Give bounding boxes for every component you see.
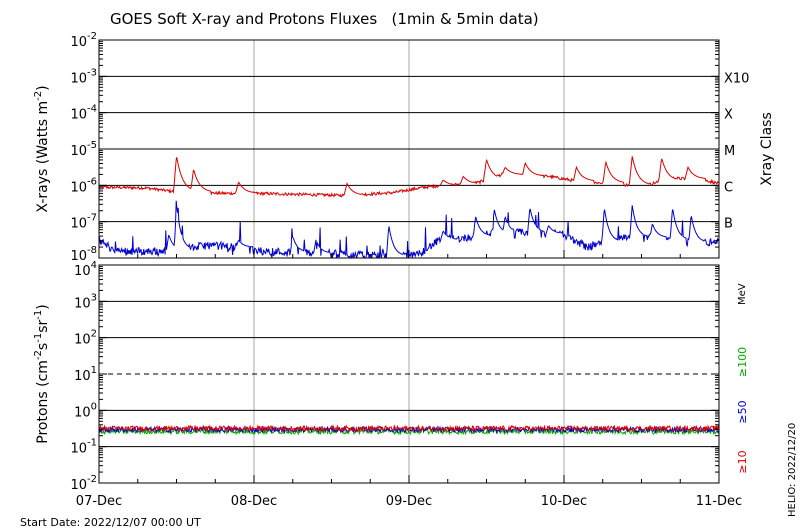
xray-class-label: X bbox=[724, 108, 733, 123]
xray-tick-label: 10-7 bbox=[70, 213, 97, 232]
xray-class-label: B bbox=[724, 217, 733, 232]
xray-class-label: M bbox=[724, 144, 735, 159]
proton-tick-label: 104 bbox=[74, 260, 97, 279]
xray-tick-label: 10-3 bbox=[70, 67, 97, 86]
proton-tick-label: 101 bbox=[74, 365, 97, 384]
xray-tick-label: 10-5 bbox=[70, 140, 97, 159]
proton-tick-label: 10-2 bbox=[70, 474, 97, 493]
xray-tick-label: 10-4 bbox=[70, 104, 97, 123]
proton-legend-entry: ≥100 bbox=[736, 347, 749, 377]
xray-class-label: X10 bbox=[724, 71, 749, 86]
xray-tick-label: 10-2 bbox=[70, 31, 97, 50]
x-tick-label: 10-Dec bbox=[541, 494, 587, 509]
date-stamp: HELIO: 2022/12/20 bbox=[787, 423, 798, 517]
xray-panel: 10-8 10-7 10-6 10-5 10-4 10-3 10-2 B C M X X10 X-ray… bbox=[33, 31, 775, 264]
xray-class-label: C bbox=[724, 180, 733, 195]
proton-tick-label: 103 bbox=[74, 292, 97, 311]
xray-tick-label: 10-8 bbox=[70, 245, 97, 264]
proton-series-line bbox=[98, 424, 720, 433]
proton-legend-entry: ≥10 bbox=[736, 450, 749, 473]
proton-tick-label: 10-1 bbox=[70, 438, 97, 457]
chart-title: GOES Soft X-ray and Protons Fluxes (1min… bbox=[110, 10, 539, 28]
x-tick-label: 09-Dec bbox=[386, 494, 432, 509]
proton-y-axis-label: Protons (cm-2s-1sr-1) bbox=[33, 304, 51, 443]
xray-series-line bbox=[98, 156, 720, 198]
x-tick-label: 11-Dec bbox=[696, 494, 742, 509]
proton-panel: 10-2 10-1 100 101 102 103 104 Protons (cm-2s-1s… bbox=[33, 260, 749, 493]
proton-tick-label: 100 bbox=[74, 401, 97, 420]
proton-legend-entry: ≥50 bbox=[736, 400, 749, 423]
x-tick-label: 07-Dec bbox=[76, 494, 122, 509]
xray-y-axis-label: X-rays (Watts m-2) bbox=[33, 85, 51, 212]
xray-tick-label: 10-6 bbox=[70, 176, 97, 195]
x-axis: 07-Dec 08-Dec 09-Dec 10-Dec 11-Dec bbox=[76, 250, 742, 509]
proton-unit-label: MeV bbox=[737, 283, 748, 305]
xray-class-axis-label: Xray Class bbox=[759, 112, 775, 186]
x-tick-label: 08-Dec bbox=[231, 494, 277, 509]
proton-tick-label: 102 bbox=[74, 329, 97, 348]
start-date-label: Start Date: 2022/12/07 00:00 UT bbox=[20, 516, 201, 529]
